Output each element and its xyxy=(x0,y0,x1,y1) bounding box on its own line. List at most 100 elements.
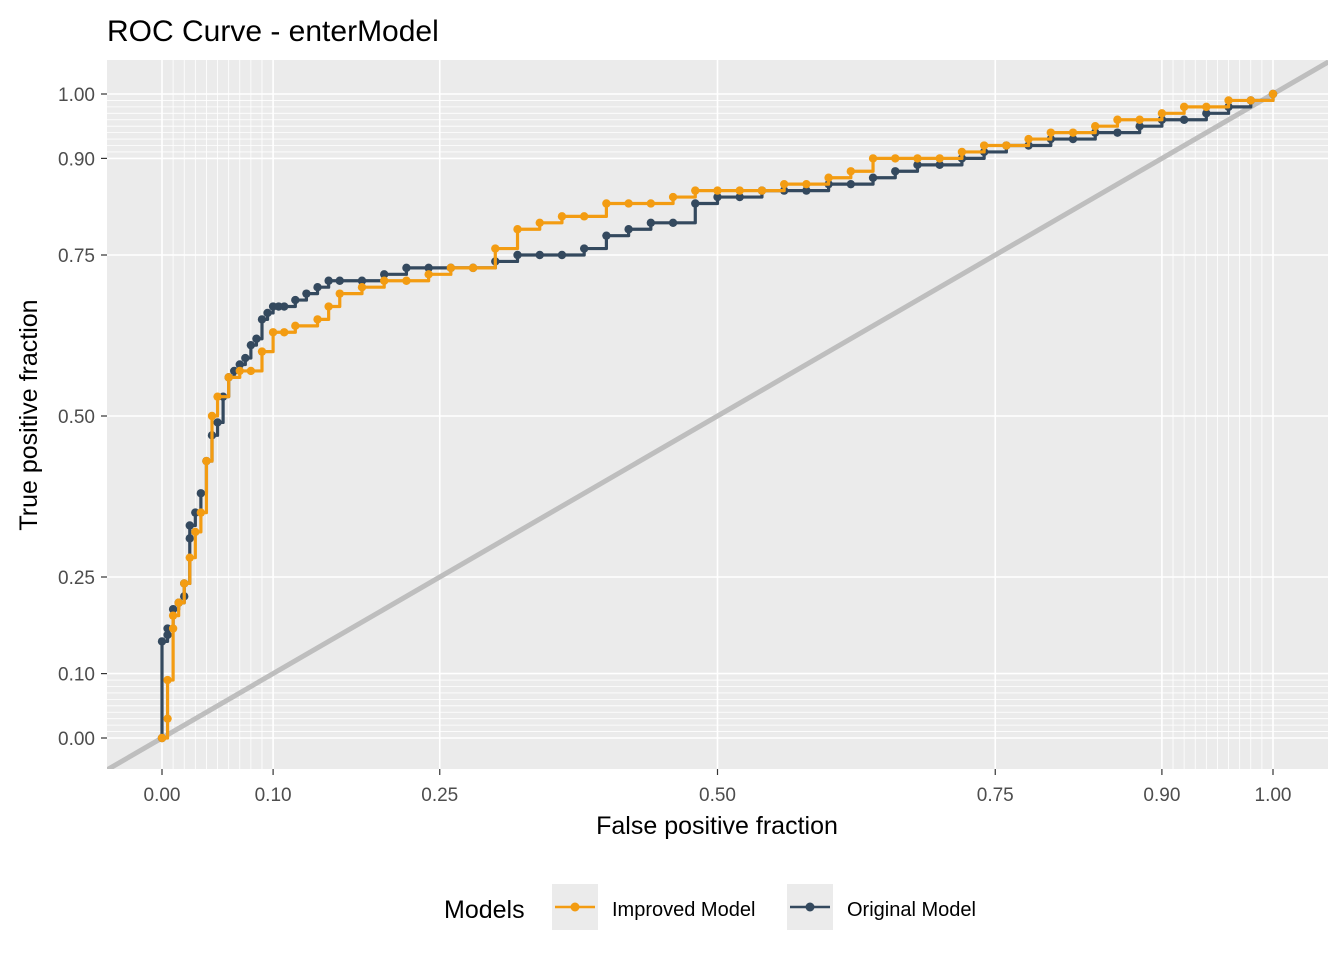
y-tick-label: 0.00 xyxy=(58,729,95,750)
data-point-improved-model xyxy=(1268,89,1278,99)
data-point-improved-model xyxy=(168,624,178,633)
data-point-original-model xyxy=(802,186,811,195)
data-point-improved-model xyxy=(891,154,900,163)
data-point-original-model xyxy=(1135,122,1144,131)
data-point-improved-model xyxy=(1179,102,1189,112)
data-point-improved-model xyxy=(207,411,217,421)
data-point-improved-model xyxy=(535,218,544,227)
legend-label-improved: Improved Model xyxy=(612,899,755,921)
data-point-improved-model xyxy=(168,611,178,620)
data-point-improved-model xyxy=(157,733,167,743)
data-point-improved-model xyxy=(491,244,500,253)
data-point-improved-model xyxy=(380,276,389,285)
data-point-improved-model xyxy=(196,508,206,517)
data-point-original-model xyxy=(241,353,250,363)
data-point-improved-model xyxy=(1157,109,1167,118)
data-point-improved-model xyxy=(668,192,678,202)
data-point-improved-model xyxy=(1113,115,1122,124)
data-point-improved-model xyxy=(163,714,172,723)
data-point-improved-model xyxy=(313,315,322,324)
data-point-original-model xyxy=(402,263,411,273)
data-point-improved-model xyxy=(180,579,189,588)
reference-diagonal-line xyxy=(107,60,1328,769)
data-point-original-model xyxy=(579,244,589,253)
data-point-original-model xyxy=(235,360,244,369)
data-point-original-model xyxy=(1202,109,1211,118)
y-tick-label: 0.90 xyxy=(58,149,95,170)
data-point-improved-model xyxy=(163,675,172,685)
series-layer xyxy=(157,89,1278,743)
data-point-original-model xyxy=(157,637,167,646)
data-point-original-model xyxy=(213,418,222,427)
x-tick-label: 0.00 xyxy=(144,785,181,806)
data-point-improved-model xyxy=(757,186,767,195)
data-point-original-model xyxy=(691,199,700,208)
x-tick-label: 0.75 xyxy=(977,785,1014,806)
x-tick-label: 0.10 xyxy=(255,785,292,806)
data-point-improved-model xyxy=(185,553,194,562)
y-tick-label: 0.25 xyxy=(58,568,95,589)
x-tick-label: 0.25 xyxy=(421,785,458,806)
data-point-original-model xyxy=(935,160,944,170)
data-point-improved-model xyxy=(191,527,200,537)
data-point-improved-model xyxy=(402,276,411,285)
legend-title: Models xyxy=(444,896,525,924)
x-tick-label: 0.50 xyxy=(699,785,736,806)
data-point-original-model xyxy=(1179,115,1189,124)
data-point-improved-model xyxy=(513,225,522,234)
data-point-improved-model xyxy=(1202,102,1211,112)
legend-item-original[interactable]: Original Model xyxy=(787,884,976,930)
legend-point-improved xyxy=(570,902,580,912)
data-point-improved-model xyxy=(979,141,989,150)
plot-panel xyxy=(107,60,1328,769)
data-point-original-model xyxy=(1068,134,1078,144)
data-point-original-model xyxy=(535,250,544,260)
data-point-original-model xyxy=(257,315,267,324)
y-axis-ticks: 0.00 0.10 0.25 0.50 0.75 0.90 1.00 xyxy=(58,85,107,750)
data-point-improved-model xyxy=(579,212,589,221)
data-point-improved-model xyxy=(846,167,856,176)
data-point-improved-model xyxy=(602,199,611,208)
legend-label-original: Original Model xyxy=(847,899,976,921)
data-point-original-model xyxy=(196,489,206,498)
data-point-original-model xyxy=(168,605,178,614)
x-axis-title: False positive fraction xyxy=(596,812,838,840)
data-point-original-model xyxy=(424,263,433,273)
data-point-improved-model xyxy=(779,179,789,189)
y-tick-label: 0.50 xyxy=(58,407,95,428)
data-point-improved-model xyxy=(224,373,233,382)
data-point-improved-model xyxy=(1135,115,1144,124)
data-point-original-model xyxy=(668,218,678,227)
data-point-improved-model xyxy=(824,173,833,182)
data-point-improved-model xyxy=(646,199,656,208)
data-point-improved-model xyxy=(1024,134,1033,144)
data-point-improved-model xyxy=(174,598,183,607)
x-tick-label: 1.00 xyxy=(1255,785,1292,806)
data-point-original-model xyxy=(302,289,311,298)
data-point-improved-model xyxy=(1002,141,1011,150)
data-point-improved-model xyxy=(913,154,922,163)
data-point-original-model xyxy=(735,192,744,202)
data-point-improved-model xyxy=(1224,96,1233,105)
data-point-improved-model xyxy=(624,199,633,208)
data-point-original-model xyxy=(335,276,344,285)
series-improved-model xyxy=(157,89,1278,743)
data-point-original-model xyxy=(513,250,522,260)
data-point-original-model xyxy=(380,270,389,279)
data-point-original-model xyxy=(357,276,367,285)
data-point-original-model xyxy=(891,167,900,176)
data-point-improved-model xyxy=(1068,128,1078,137)
data-point-original-model xyxy=(185,521,194,530)
data-point-original-model xyxy=(602,231,611,240)
data-point-improved-model xyxy=(557,212,567,221)
data-point-improved-model xyxy=(291,321,300,331)
data-point-improved-model xyxy=(868,154,878,163)
data-point-original-model xyxy=(846,179,856,189)
data-point-improved-model xyxy=(324,302,333,311)
data-point-improved-model xyxy=(335,289,344,298)
legend-item-improved[interactable]: Improved Model xyxy=(552,884,755,930)
data-point-original-model xyxy=(1113,128,1122,137)
data-point-improved-model xyxy=(935,154,944,163)
data-point-improved-model xyxy=(424,270,433,279)
data-point-original-model xyxy=(252,334,261,343)
